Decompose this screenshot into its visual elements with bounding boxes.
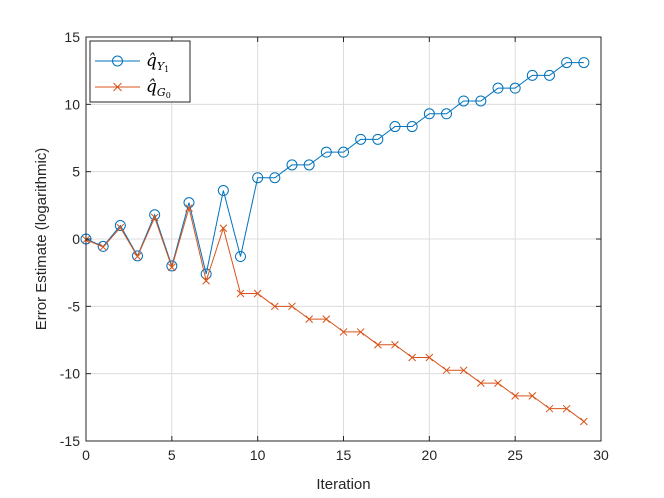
data-point xyxy=(492,82,504,94)
data-point xyxy=(269,172,281,184)
data-point xyxy=(408,353,417,362)
data-point xyxy=(441,108,452,120)
data-point xyxy=(355,133,367,145)
data-point xyxy=(202,276,211,285)
data-point xyxy=(99,243,108,251)
data-point xyxy=(356,328,365,336)
data-point xyxy=(150,213,159,222)
data-point xyxy=(219,224,228,233)
y-axis-label: Error Estimate (logarithmic) xyxy=(33,148,50,331)
data-point xyxy=(528,392,537,400)
data-point xyxy=(526,69,538,81)
data-point xyxy=(322,315,331,323)
data-point xyxy=(235,251,246,263)
y-tick-label: 5 xyxy=(72,164,80,180)
legend-marker-g0 xyxy=(113,82,122,92)
data-point xyxy=(133,252,142,261)
data-point xyxy=(270,302,279,311)
legend-label-y1: q̂Y1 xyxy=(146,51,169,74)
data-point xyxy=(217,185,229,197)
legend-label-g0: q̂G0 xyxy=(146,77,171,100)
data-point xyxy=(114,220,126,232)
data-point xyxy=(339,328,348,336)
data-point xyxy=(236,289,245,298)
legend-marker-y1 xyxy=(112,55,123,67)
data-point xyxy=(305,315,314,323)
x-tick-label: 30 xyxy=(593,447,609,463)
legend-label-g0-sub: G xyxy=(157,86,166,99)
data-point xyxy=(458,95,470,107)
y-tick-label: -10 xyxy=(60,366,80,382)
data-point xyxy=(303,159,315,171)
data-point xyxy=(389,121,401,133)
x-axis-label: Iteration xyxy=(316,476,370,493)
y-tick-label: 15 xyxy=(64,29,80,45)
data-point xyxy=(425,353,434,362)
series-line-1 xyxy=(85,206,585,422)
data-point xyxy=(166,260,178,272)
data-point xyxy=(476,379,485,387)
legend-label-y1-subsub: 1 xyxy=(164,65,169,74)
data-point xyxy=(509,82,521,94)
data-point xyxy=(423,108,435,120)
data-point xyxy=(578,57,590,69)
data-point xyxy=(252,172,264,184)
x-tick-label: 20 xyxy=(422,447,438,463)
data-point xyxy=(391,340,399,349)
data-point xyxy=(459,366,468,375)
series-line-0 xyxy=(85,62,584,275)
data-point xyxy=(442,366,451,375)
y-tick-label: 10 xyxy=(64,96,80,112)
x-tick-label: 25 xyxy=(507,447,523,463)
data-point xyxy=(579,417,588,426)
x-tick-label: 0 xyxy=(82,447,90,463)
legend-label-g0-subsub: 0 xyxy=(166,91,171,100)
x-tick-label: 15 xyxy=(336,447,352,463)
data-point xyxy=(167,263,176,272)
data-point xyxy=(475,95,487,107)
legend-label-g0-main: q̂ xyxy=(146,77,157,97)
data-point xyxy=(372,133,384,145)
legend-label-y1-main: q̂ xyxy=(146,51,157,71)
data-point xyxy=(406,121,418,133)
data-point xyxy=(288,302,296,311)
legend: q̂Y1 q̂G0 xyxy=(89,40,191,103)
data-point xyxy=(338,146,349,158)
legend-label-y1-sub: Y xyxy=(157,60,166,73)
y-tick-label: -15 xyxy=(60,433,80,449)
data-point xyxy=(149,209,161,221)
legend-box xyxy=(89,40,191,103)
data-point xyxy=(562,404,571,413)
data-point xyxy=(544,69,555,81)
data-point xyxy=(494,379,502,387)
x-tick-label: 10 xyxy=(250,447,266,463)
data-point xyxy=(545,404,554,413)
series-1 xyxy=(82,204,588,426)
data-point xyxy=(253,289,262,298)
ticks xyxy=(85,36,602,442)
x-tick-label: 5 xyxy=(168,447,176,463)
series-0 xyxy=(80,57,590,280)
data-point xyxy=(132,250,143,262)
y-tick-label: -5 xyxy=(68,298,81,314)
data-point xyxy=(286,159,298,171)
data-point xyxy=(320,146,332,158)
data-point xyxy=(116,223,125,232)
data-point xyxy=(97,240,109,252)
data-point xyxy=(373,340,382,349)
series-layer xyxy=(80,57,590,426)
data-point xyxy=(511,392,520,400)
data-point xyxy=(561,57,573,69)
data-point xyxy=(185,204,193,212)
y-tick-label: 0 xyxy=(72,231,80,247)
